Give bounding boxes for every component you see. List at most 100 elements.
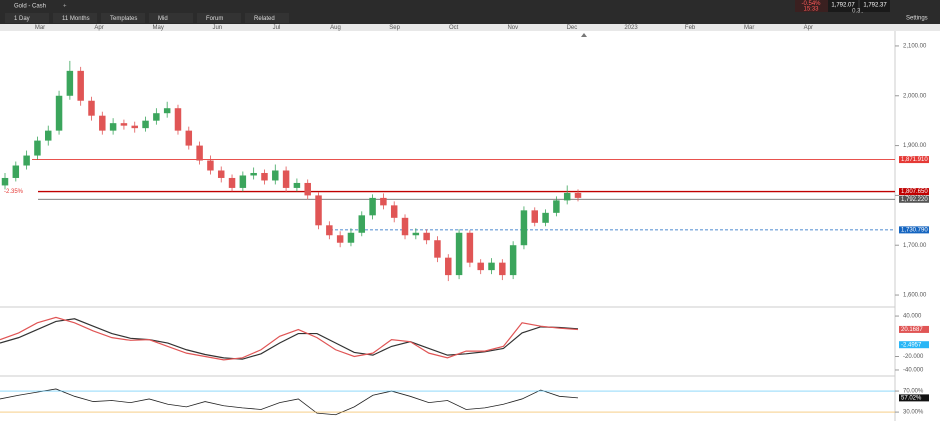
candle-body	[142, 120, 149, 129]
candle-body	[380, 197, 387, 206]
instrument-title[interactable]: Gold - Cash	[14, 4, 46, 10]
candle-body	[336, 235, 344, 243]
candle-body	[196, 145, 203, 161]
y-tick-label: 2,100.00	[903, 44, 927, 50]
change-box	[795, 0, 828, 12]
candle-body	[531, 210, 538, 223]
candle-body	[174, 108, 182, 131]
candle-body	[542, 212, 549, 223]
month-label: Sep	[389, 25, 400, 31]
candle-body	[477, 262, 484, 271]
y-tick-label: -20.000	[903, 354, 924, 360]
candle-body	[163, 108, 171, 114]
add-tab[interactable]: +	[63, 4, 67, 10]
indicator-line	[0, 316, 579, 361]
candle-body	[153, 113, 160, 121]
spread: 0.30	[852, 9, 864, 15]
y-tick-label: 1,600.00	[903, 293, 927, 299]
candle-body	[23, 155, 30, 166]
candle-body	[120, 123, 128, 126]
quote-change: -0.54%	[801, 1, 821, 7]
toolbar-button[interactable]	[149, 13, 193, 23]
toolbar-button[interactable]	[101, 13, 145, 23]
bid[interactable]: 1,792.07	[831, 3, 855, 9]
month-label: Jul	[273, 25, 281, 31]
candle-body	[563, 192, 571, 201]
level-label: 1,730.790	[901, 227, 928, 233]
candle-body	[423, 232, 430, 241]
toolbar-label[interactable]: Mid	[158, 16, 168, 22]
level-label: 1,871.910	[901, 157, 928, 163]
month-label: Dec	[567, 25, 578, 31]
level-label: 1,792.220	[901, 197, 928, 203]
toolbar-button[interactable]	[197, 13, 241, 23]
candle-body	[509, 245, 517, 276]
level-tag	[899, 188, 929, 196]
y-tick-label: 40.000	[903, 314, 922, 320]
candle-body	[369, 197, 376, 216]
candle-body	[326, 225, 333, 236]
toolbar-label[interactable]: Related	[254, 16, 275, 22]
month-label: 2023	[624, 25, 638, 31]
candle-body	[293, 182, 301, 188]
level-tag	[899, 195, 929, 203]
candle-body	[55, 95, 63, 131]
candle-body	[282, 170, 290, 188]
month-label: Mar	[35, 25, 45, 31]
toolbar-label[interactable]: 11 Months	[62, 16, 90, 22]
ask-box[interactable]	[860, 0, 890, 12]
toolbar-button[interactable]	[5, 13, 49, 23]
candle-body	[455, 232, 463, 276]
month-label: Feb	[685, 25, 696, 31]
toolbar-label[interactable]: Templates	[110, 16, 137, 22]
candle-body	[131, 125, 138, 129]
candle-body	[358, 215, 366, 233]
candle-body	[390, 205, 398, 218]
value-tag	[899, 325, 929, 333]
toolbar-button[interactable]	[245, 13, 289, 23]
ask[interactable]: 1,792.37	[863, 3, 887, 9]
candle-body	[239, 175, 247, 188]
y-tick-label: 30.00%	[903, 410, 924, 416]
candle-body	[574, 192, 582, 198]
candle-body	[520, 210, 528, 246]
candle-body	[77, 70, 84, 101]
quote-time: 15:33	[803, 7, 819, 13]
candle-body	[412, 232, 420, 236]
candle-body	[88, 100, 95, 116]
scroll-marker[interactable]	[581, 33, 587, 37]
candle-body	[109, 123, 117, 131]
candle-body	[1, 177, 9, 186]
settings[interactable]: Settings	[906, 16, 928, 22]
candle-body	[228, 177, 236, 188]
y-tick-label: 70.00%	[903, 389, 924, 395]
candle-body	[304, 182, 311, 196]
candle-body	[553, 200, 560, 213]
value-label: -2.4957	[901, 342, 922, 348]
month-label: Apr	[94, 25, 103, 31]
value-tag	[899, 341, 929, 349]
candle-body	[315, 195, 322, 226]
month-label: Mar	[744, 25, 754, 31]
month-label: May	[153, 25, 164, 31]
value-label: 57.02%	[901, 395, 922, 401]
candle-body	[99, 115, 106, 131]
toolbar-label[interactable]: Forum	[206, 16, 223, 22]
candle-body	[272, 170, 279, 181]
candle-body	[434, 240, 441, 258]
month-label: Nov	[507, 25, 518, 31]
bid-box[interactable]	[828, 0, 858, 12]
candle-body	[261, 172, 268, 181]
candle-body	[217, 170, 225, 178]
candle-body	[185, 130, 193, 146]
value-label: 20.1687	[901, 327, 923, 333]
month-label: Oct	[449, 25, 459, 31]
candle-body	[499, 262, 506, 276]
candle-body	[66, 70, 74, 96]
toolbar-label[interactable]: 1 Day	[14, 16, 30, 22]
toolbar-button[interactable]	[53, 13, 97, 23]
y-tick-label: 1,700.00	[903, 243, 927, 249]
time-axis	[0, 24, 940, 31]
candle-body	[34, 140, 41, 156]
